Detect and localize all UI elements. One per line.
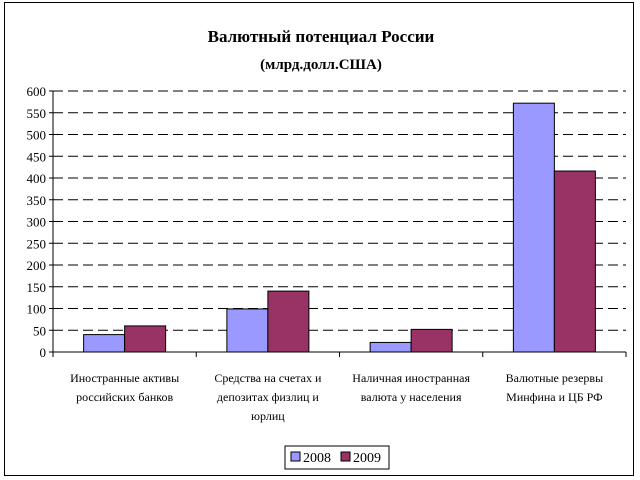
y-tick-label: 200: [27, 258, 47, 273]
bar-2009-3: [410, 328, 453, 353]
y-tick-label: 150: [27, 280, 47, 295]
y-tick-label: 250: [27, 236, 47, 251]
legend-label-2009: 2009: [353, 451, 381, 466]
y-tick-label: 600: [27, 84, 47, 99]
x-category-label: Наличная иностранная: [352, 371, 470, 385]
y-tick-label: 300: [27, 215, 47, 230]
bar-2009-2: [267, 290, 310, 353]
legend-label-2008: 2008: [303, 451, 331, 466]
bar-2008-2: [226, 308, 269, 353]
bar-2008-1: [83, 334, 126, 353]
y-tick-label: 550: [27, 106, 47, 121]
grid-lines: [53, 90, 626, 331]
y-tick-label: 450: [27, 149, 47, 164]
legend: 2008 2009: [284, 445, 390, 470]
legend-box: [284, 445, 390, 470]
y-tick-label: 350: [27, 193, 47, 208]
x-category-label: Средства на счетах и: [214, 371, 322, 385]
y-tick-label: 50: [33, 323, 46, 338]
chart-title: Валютный потенциал России: [208, 27, 435, 46]
bar-chart: Валютный потенциал России (млрд.долл.США…: [27, 27, 627, 470]
y-tick-label: 400: [27, 171, 47, 186]
x-category-label: Валютные резервы: [506, 371, 604, 385]
x-category-label: Иностранные активы: [70, 371, 179, 385]
x-category-label: валюта у населения: [361, 390, 462, 404]
y-tick-label: 0: [40, 345, 47, 360]
x-category-label: Минфина и ЦБ РФ: [506, 390, 602, 404]
x-category-label: юрлиц: [251, 409, 285, 423]
bars: [83, 102, 596, 353]
axes: [49, 90, 627, 357]
y-tick-label: 100: [27, 302, 47, 317]
chart-subtitle: (млрд.долл.США): [260, 57, 382, 73]
x-category-label: российских банков: [76, 390, 173, 404]
x-category-label: депозитах физлиц и: [217, 390, 320, 404]
bar-2008-3: [369, 341, 412, 353]
axis-labels: 0 50 100 150 200 250 300 350 400 450 500 550 600 Инос…: [27, 84, 604, 423]
bar-2009-4: [553, 170, 596, 353]
y-tick-label: 500: [27, 128, 47, 143]
bar-2008-4: [512, 102, 555, 353]
legend-swatch-2008: [290, 451, 301, 462]
chart-frame: Валютный потенциал России (млрд.долл.США…: [4, 2, 634, 476]
legend-swatch-2009: [340, 451, 351, 462]
bar-2009-1: [124, 325, 167, 353]
